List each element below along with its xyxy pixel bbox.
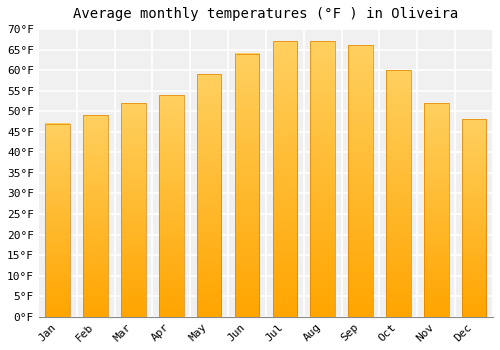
Bar (46, 124, 70, 317)
Title: Average monthly temperatures (°F ) in Oliveira: Average monthly temperatures (°F ) in Ol… (74, 7, 458, 21)
Bar (121, 103, 146, 317)
Bar (272, 41, 297, 317)
Bar (310, 41, 335, 317)
Bar (234, 54, 260, 317)
Bar (386, 70, 410, 317)
Bar (462, 119, 486, 317)
Bar (348, 46, 373, 317)
Bar (159, 95, 184, 317)
Bar (84, 116, 108, 317)
Bar (424, 103, 448, 317)
Bar (197, 74, 222, 317)
